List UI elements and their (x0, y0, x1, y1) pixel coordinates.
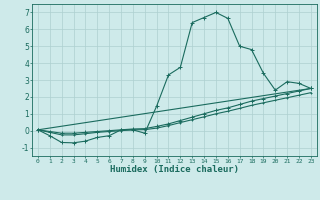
X-axis label: Humidex (Indice chaleur): Humidex (Indice chaleur) (110, 165, 239, 174)
